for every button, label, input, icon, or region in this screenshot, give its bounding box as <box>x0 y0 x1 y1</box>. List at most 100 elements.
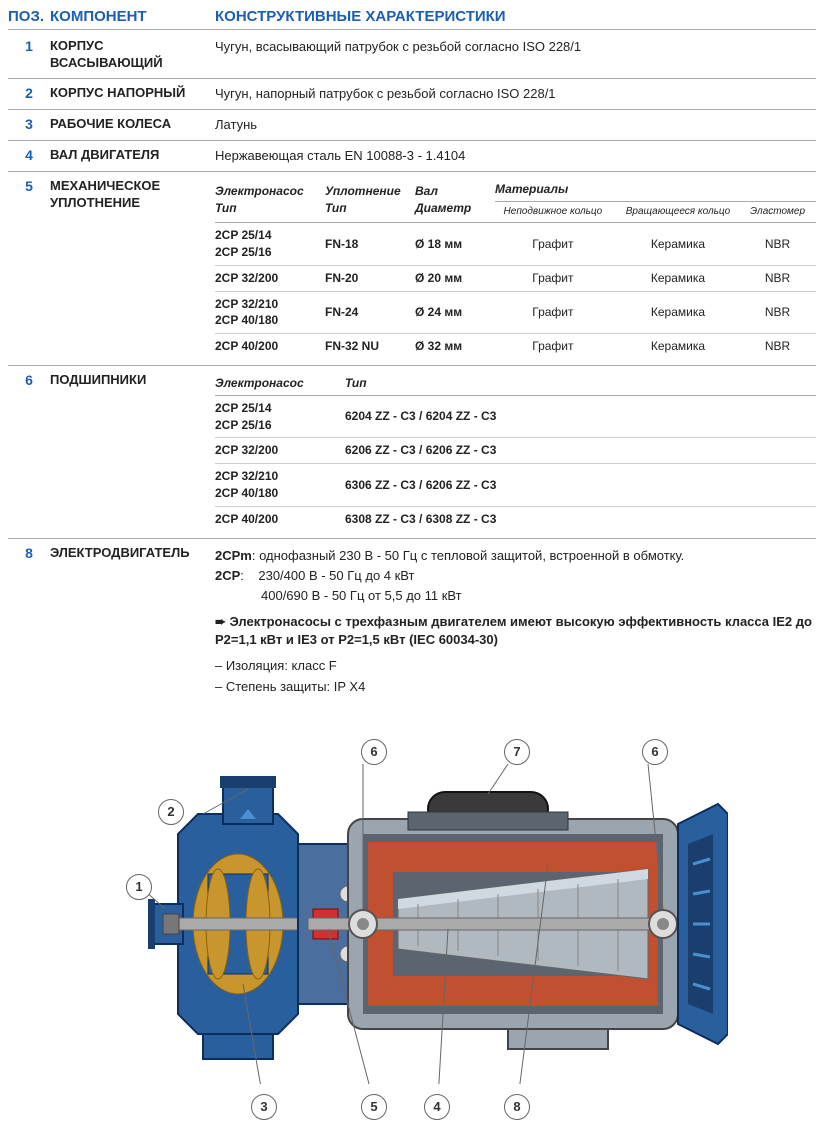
desc-cell: Латунь <box>215 116 816 134</box>
bearings-pump: 2CP 25/142CP 25/16 <box>215 395 345 438</box>
seal-fixed: Графит <box>495 223 617 266</box>
motor-body <box>308 792 728 1049</box>
seal-type: FN-32 NU <box>325 334 415 359</box>
seal-h-materials: Материалы <box>495 178 816 201</box>
comp-cell: ВАЛ ДВИГАТЕЛЯ <box>50 147 215 165</box>
seal-dia: Ø 20 мм <box>415 265 495 291</box>
desc-cell: Нержавеющая сталь EN 10088-3 - 1.4104 <box>215 147 816 165</box>
seal-type: FN-24 <box>325 291 415 334</box>
seal-rot: Керамика <box>617 291 745 334</box>
bearings-type: 6308 ZZ - C3 / 6308 ZZ - C3 <box>345 506 816 531</box>
seal-rot: Керамика <box>617 223 745 266</box>
callout-5: 5 <box>361 1094 387 1120</box>
pos-8: 8 <box>8 545 50 698</box>
bearings-pump: 2CP 32/200 <box>215 438 345 464</box>
seal-h-pump: Электронасос Тип <box>215 178 325 222</box>
desc-cell: Чугун, всасывающий патрубок с резьбой со… <box>215 38 816 72</box>
callout-1: 1 <box>126 874 152 900</box>
comp-motor: ЭЛЕКТРОДВИГАТЕЛЬ <box>50 545 215 698</box>
bearings-row: 2CP 25/142CP 25/16 6204 ZZ - C3 / 6204 Z… <box>215 395 816 438</box>
pos-cell: 2 <box>8 85 50 103</box>
pos-6: 6 <box>8 372 50 532</box>
seal-row: 2CP 32/2102CP 40/180 FN-24 Ø 24 мм Графи… <box>215 291 816 334</box>
seal-pump: 2CP 32/2102CP 40/180 <box>215 291 325 334</box>
seal-h-elastomer: Эластомер <box>745 202 816 223</box>
seal-rot: Керамика <box>617 265 745 291</box>
seal-el: NBR <box>745 291 816 334</box>
bearings-type: 6306 ZZ - C3 / 6206 ZZ - C3 <box>345 464 816 507</box>
motor-line2: 2CP: 230/400 В - 50 Гц до 4 кВт <box>215 567 816 585</box>
seal-el: NBR <box>745 223 816 266</box>
pump-cutaway-svg <box>148 764 728 1084</box>
bearings-table: Электронасос Тип 2CP 25/142CP 25/16 6204… <box>215 372 816 532</box>
bearings-type: 6206 ZZ - C3 / 6206 ZZ - C3 <box>345 438 816 464</box>
seal-el: NBR <box>745 334 816 359</box>
pos-5: 5 <box>8 178 50 359</box>
callout-7: 7 <box>504 739 530 765</box>
callout-8: 8 <box>504 1094 530 1120</box>
motor-note: ➨ Электронасосы с трехфазным двигателем … <box>215 613 816 649</box>
header-component: КОМПОНЕНТ <box>50 8 215 25</box>
seal-table-container: Электронасос Тип Уплотнение Тип Вал Диам… <box>215 178 816 359</box>
seal-pump: 2CP 32/200 <box>215 265 325 291</box>
seal-el: NBR <box>745 265 816 291</box>
comp-seal: МЕХАНИЧЕСКОЕ УПЛОТНЕНИЕ <box>50 178 215 359</box>
table-row: 3 РАБОЧИЕ КОЛЕСА Латунь <box>8 110 816 141</box>
bearings-h-pump: Электронасос <box>215 372 345 395</box>
bearings-table-container: Электронасос Тип 2CP 25/142CP 25/16 6204… <box>215 372 816 532</box>
seal-rot: Керамика <box>617 334 745 359</box>
seal-row: 2CP 25/142CP 25/16 FN-18 Ø 18 мм Графит … <box>215 223 816 266</box>
comp-cell: РАБОЧИЕ КОЛЕСА <box>50 116 215 134</box>
seal-h-shaft: Вал Диаметр <box>415 178 495 222</box>
row-motor: 8 ЭЛЕКТРОДВИГАТЕЛЬ 2CPm: однофазный 230 … <box>8 539 816 704</box>
seal-dia: Ø 18 мм <box>415 223 495 266</box>
bearings-row: 2CP 32/2102CP 40/180 6306 ZZ - C3 / 6206… <box>215 464 816 507</box>
seal-pump: 2CP 25/142CP 25/16 <box>215 223 325 266</box>
motor-iso: – Изоляция: класс F <box>215 657 816 675</box>
bearings-type: 6204 ZZ - C3 / 6204 ZZ - C3 <box>345 395 816 438</box>
seal-fixed: Графит <box>495 265 617 291</box>
seal-fixed: Графит <box>495 291 617 334</box>
seal-type: FN-18 <box>325 223 415 266</box>
callout-3: 3 <box>251 1094 277 1120</box>
callout-4: 4 <box>424 1094 450 1120</box>
pump-diagram: 2 1 6 7 6 3 5 4 8 <box>8 724 816 1124</box>
seal-table: Электронасос Тип Уплотнение Тип Вал Диам… <box>215 178 816 359</box>
seal-h-rotating: Вращающееся кольцо <box>617 202 745 223</box>
pos-cell: 3 <box>8 116 50 134</box>
header-pos: ПОЗ. <box>8 8 50 25</box>
seal-dia: Ø 24 мм <box>415 291 495 334</box>
seal-type: FN-20 <box>325 265 415 291</box>
callout-6: 6 <box>642 739 668 765</box>
bearings-pump: 2CP 32/2102CP 40/180 <box>215 464 345 507</box>
row-seal: 5 МЕХАНИЧЕСКОЕ УПЛОТНЕНИЕ Электронасос Т… <box>8 172 816 366</box>
motor-line1: 2CPm: однофазный 230 В - 50 Гц с теплово… <box>215 547 816 565</box>
motor-line3: 400/690 В - 50 Гц от 5,5 до 11 кВт <box>215 587 816 605</box>
seal-h-seal: Уплотнение Тип <box>325 178 415 222</box>
table-row: 4 ВАЛ ДВИГАТЕЛЯ Нержавеющая сталь EN 100… <box>8 141 816 172</box>
seal-row: 2CP 40/200 FN-32 NU Ø 32 мм Графит Керам… <box>215 334 816 359</box>
seal-pump: 2CP 40/200 <box>215 334 325 359</box>
comp-bearings: ПОДШИПНИКИ <box>50 372 215 532</box>
seal-row: 2CP 32/200 FN-20 Ø 20 мм Графит Керамика… <box>215 265 816 291</box>
bearings-row: 2CP 40/200 6308 ZZ - C3 / 6308 ZZ - C3 <box>215 506 816 531</box>
table-row: 1 КОРПУС ВСАСЫВАЮЩИЙ Чугун, всасывающий … <box>8 32 816 79</box>
pos-cell: 1 <box>8 38 50 72</box>
comp-cell: КОРПУС ВСАСЫВАЮЩИЙ <box>50 38 215 72</box>
desc-cell: Чугун, напорный патрубок с резьбой согла… <box>215 85 816 103</box>
bearings-row: 2CP 32/200 6206 ZZ - C3 / 6206 ZZ - C3 <box>215 438 816 464</box>
pos-cell: 4 <box>8 147 50 165</box>
callout-6: 6 <box>361 739 387 765</box>
seal-dia: Ø 32 мм <box>415 334 495 359</box>
table-row: 2 КОРПУС НАПОРНЫЙ Чугун, напорный патруб… <box>8 79 816 110</box>
seal-h-fixed: Неподвижное кольцо <box>495 202 617 223</box>
motor-description: 2CPm: однофазный 230 В - 50 Гц с теплово… <box>215 545 816 698</box>
comp-cell: КОРПУС НАПОРНЫЙ <box>50 85 215 103</box>
callout-2: 2 <box>158 799 184 825</box>
table-header: ПОЗ. КОМПОНЕНТ КОНСТРУКТИВНЫЕ ХАРАКТЕРИС… <box>8 8 816 30</box>
row-bearings: 6 ПОДШИПНИКИ Электронасос Тип 2CP 25/142… <box>8 366 816 539</box>
motor-ip: – Степень защиты: IP X4 <box>215 678 816 696</box>
seal-fixed: Графит <box>495 334 617 359</box>
bearings-pump: 2CP 40/200 <box>215 506 345 531</box>
header-characteristics: КОНСТРУКТИВНЫЕ ХАРАКТЕРИСТИКИ <box>215 8 816 25</box>
